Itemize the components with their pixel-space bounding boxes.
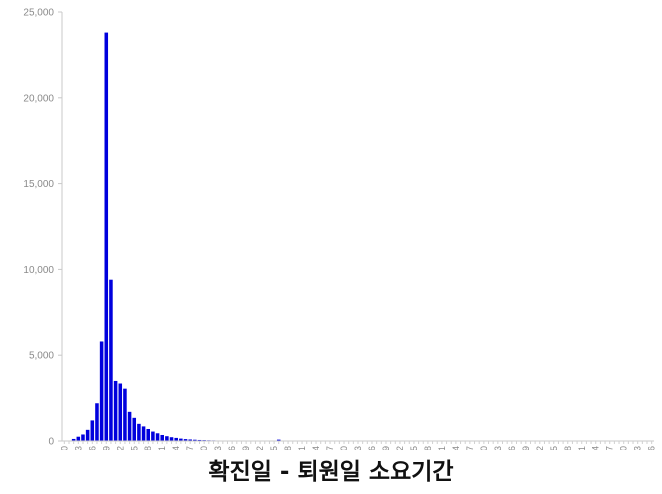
bar	[174, 437, 178, 441]
bar	[104, 32, 109, 442]
bar	[71, 438, 76, 441]
x-tick-label: 111	[577, 446, 587, 450]
y-tick-label: 20,000	[23, 93, 54, 104]
x-tick-label: 75	[409, 446, 419, 450]
x-tick-label: 30	[199, 446, 209, 450]
x-tick-label: 87	[465, 446, 475, 450]
bar	[127, 411, 132, 441]
x-tick-label: 42	[255, 446, 265, 450]
bar	[85, 429, 90, 441]
x-tick-label: 0	[59, 446, 69, 450]
x-tick-label: 57	[325, 446, 335, 450]
bar	[197, 439, 202, 441]
bar	[146, 428, 150, 441]
bar	[81, 434, 85, 441]
x-tick-label: 108	[563, 446, 573, 450]
x-tick-label: 12	[115, 446, 125, 450]
bars	[62, 32, 654, 442]
x-tick-label: 36	[227, 446, 237, 450]
x-tick-label: 123	[633, 446, 643, 450]
x-tick-label: 63	[353, 446, 363, 450]
bar	[276, 439, 281, 441]
y-tick-label: 10,000	[23, 265, 54, 276]
x-tick-label: 54	[311, 446, 321, 450]
bar	[179, 438, 183, 441]
bar	[113, 380, 118, 441]
x-tick-label: 96	[507, 446, 517, 450]
bar	[95, 403, 99, 441]
bar	[183, 439, 188, 441]
bar	[151, 431, 155, 441]
x-tick-label: 15	[129, 446, 139, 450]
x-tick-label: 66	[367, 446, 377, 450]
bar	[118, 383, 123, 441]
x-tick-label: 102	[535, 446, 545, 450]
x-tick-label: 120	[619, 446, 629, 450]
bar	[155, 433, 160, 441]
x-tick-label: 126	[647, 446, 657, 450]
x-tick-label: 51	[297, 446, 307, 450]
y-tick-label: 25,000	[23, 8, 54, 19]
bar	[123, 388, 127, 441]
bar	[169, 437, 174, 441]
y-tick-label: 5,000	[29, 351, 54, 362]
x-tick-label: 99	[521, 446, 531, 450]
x-tick-label: 84	[451, 446, 461, 450]
x-tick-label: 45	[269, 446, 279, 450]
x-tick-label: 21	[157, 446, 167, 450]
bar	[76, 436, 81, 441]
x-tick-label: 69	[381, 446, 391, 450]
bar	[188, 439, 192, 441]
x-tick-label: 18	[143, 446, 153, 450]
x-tick-label: 24	[171, 446, 181, 450]
bar	[109, 279, 113, 441]
bar	[90, 420, 95, 441]
x-tick-label: 33	[213, 446, 223, 450]
y-tick-label: 0	[48, 437, 54, 448]
x-tick-label: 9	[101, 446, 111, 450]
x-tick-label: 78	[423, 446, 433, 450]
x-axis: 0369121518212427303336394245485154576063…	[59, 440, 657, 450]
x-tick-label: 27	[185, 446, 195, 450]
y-tick-label: 15,000	[23, 179, 54, 190]
x-tick-label: 114	[591, 446, 601, 450]
x-tick-label: 117	[605, 446, 615, 450]
x-tick-label: 81	[437, 446, 447, 450]
bar	[137, 423, 141, 441]
x-tick-label: 6	[87, 446, 97, 450]
bar	[165, 436, 169, 441]
x-axis-title: 확진일 - 퇴원일 소요기간	[208, 459, 454, 485]
x-tick-label: 3	[73, 446, 83, 450]
x-tick-label: 72	[395, 446, 405, 450]
y-axis: 0 5,000 10,000 15,000 20,000 25,000	[23, 8, 63, 448]
x-tick-label: 93	[493, 446, 503, 450]
bar	[99, 341, 104, 441]
bar	[132, 417, 137, 441]
bar	[193, 439, 197, 441]
x-tick-label: 60	[339, 446, 349, 450]
x-tick-label: 105	[549, 446, 559, 450]
x-tick-label: 90	[479, 446, 489, 450]
bar	[141, 426, 146, 441]
x-tick-label: 39	[241, 446, 251, 450]
bar	[160, 434, 164, 441]
x-tick-label: 48	[283, 446, 293, 450]
